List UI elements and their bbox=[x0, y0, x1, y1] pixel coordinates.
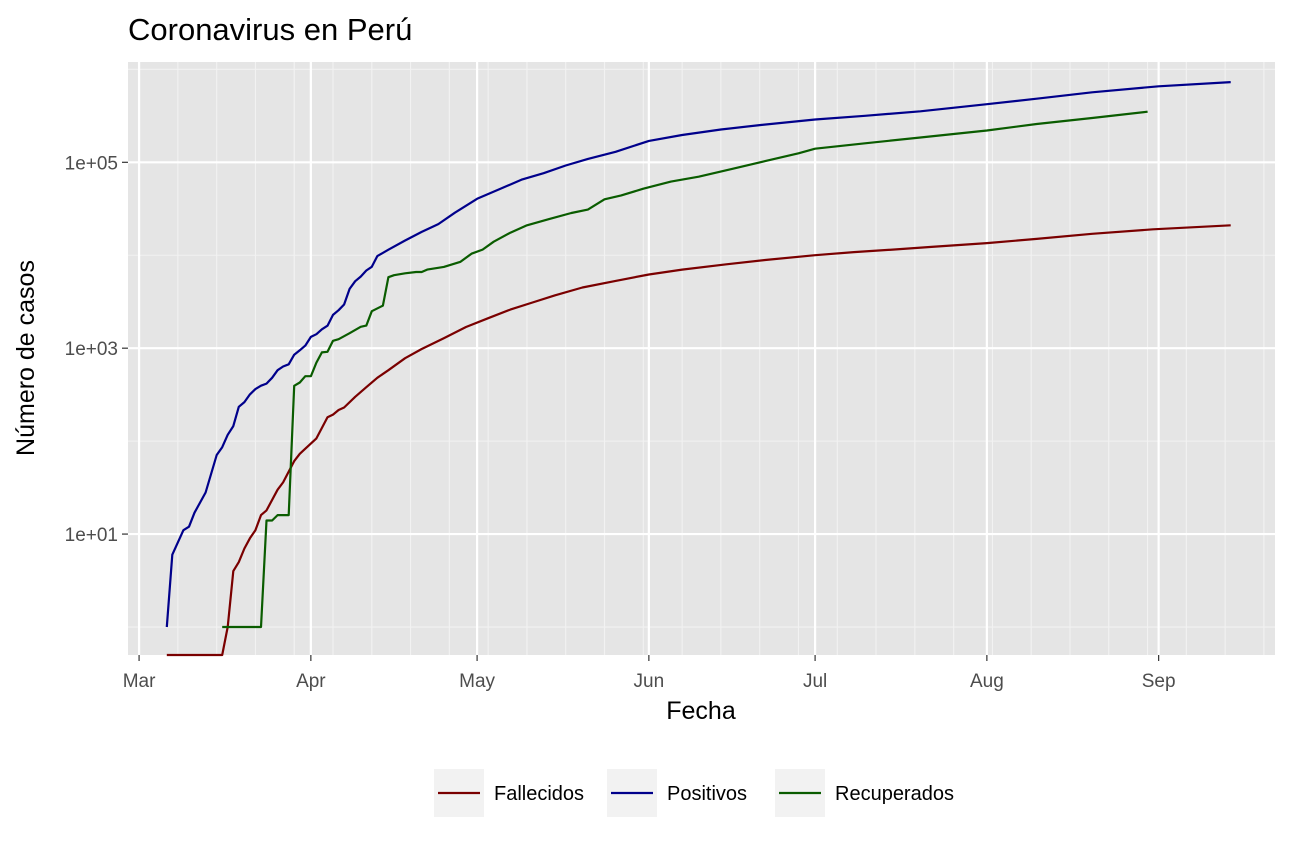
x-tick-label: Aug bbox=[970, 671, 1004, 692]
y-tick-label: 1e+01 bbox=[65, 525, 118, 546]
y-axis: 1e+01 1e+03 1e+05 bbox=[65, 153, 128, 546]
chart-title: Coronavirus en Perú bbox=[128, 12, 412, 47]
x-axis-title: Fecha bbox=[666, 697, 736, 725]
legend-item-fallecidos: Fallecidos bbox=[434, 769, 584, 817]
legend-label: Fallecidos bbox=[494, 783, 584, 805]
series-line-recuperados bbox=[222, 110, 1148, 629]
minor-gridlines bbox=[128, 62, 1275, 655]
legend: Fallecidos Positivos Recuperados bbox=[434, 769, 954, 817]
x-tick-label: Apr bbox=[296, 671, 326, 692]
x-tick-label: Jul bbox=[803, 671, 827, 692]
x-tick-label: May bbox=[459, 671, 495, 692]
major-gridlines bbox=[128, 62, 1275, 655]
y-axis-title: Número de casos bbox=[12, 260, 40, 456]
x-axis: Mar Apr May Jun Jul Aug Sep bbox=[123, 655, 1176, 692]
legend-label: Recuperados bbox=[835, 783, 954, 805]
x-tick-label: Jun bbox=[634, 671, 665, 692]
y-tick-label: 1e+05 bbox=[65, 153, 118, 174]
legend-label: Positivos bbox=[667, 783, 747, 805]
x-tick-label: Mar bbox=[123, 671, 156, 692]
legend-item-positivos: Positivos bbox=[607, 769, 747, 817]
plot-panel bbox=[128, 62, 1275, 655]
series-lines bbox=[165, 81, 1231, 657]
y-tick-label: 1e+03 bbox=[65, 339, 118, 360]
legend-item-recuperados: Recuperados bbox=[775, 769, 954, 817]
series-line-positivos bbox=[165, 81, 1231, 628]
series-line-fallecidos bbox=[166, 224, 1231, 657]
x-tick-label: Sep bbox=[1142, 671, 1176, 692]
